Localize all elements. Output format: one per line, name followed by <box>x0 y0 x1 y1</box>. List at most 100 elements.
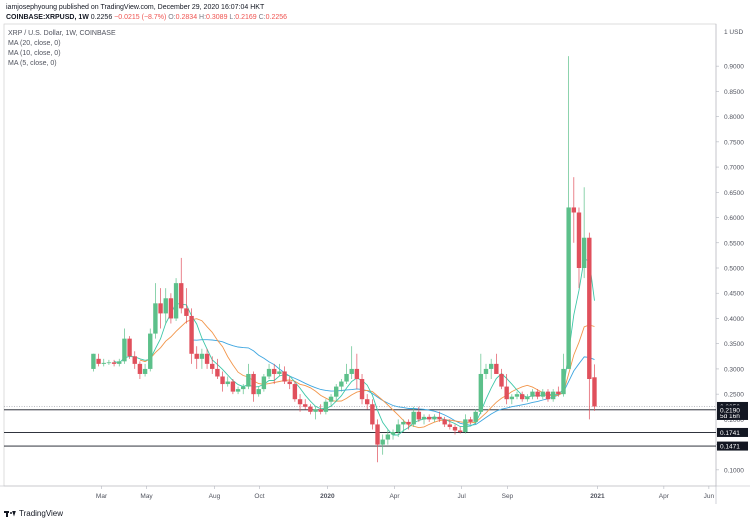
candle-body <box>142 368 148 374</box>
candle-body <box>323 401 329 412</box>
candle <box>401 419 406 432</box>
plot-frame <box>3 23 717 487</box>
y-tick-label: 0.4000 <box>724 316 744 323</box>
candle <box>581 187 587 279</box>
candle <box>463 414 468 434</box>
candle <box>550 389 556 402</box>
y-tick-label: 0.7000 <box>724 165 744 172</box>
x-tick-label: Apr <box>659 493 670 500</box>
candle <box>137 361 143 380</box>
legend-title[interactable]: XRP / U.S. Dollar, 1W, COINBASE <box>8 30 116 37</box>
candle-body <box>339 381 344 387</box>
candle <box>163 288 168 324</box>
x-tick-label: Apr <box>389 493 400 500</box>
candle-body <box>117 361 122 364</box>
candle <box>380 434 385 455</box>
candle-body <box>137 363 143 374</box>
price-label-box <box>717 427 748 437</box>
candle-body <box>261 376 267 390</box>
candle-body <box>447 424 453 427</box>
x-tick-label: 2020 <box>320 493 335 500</box>
candle <box>235 386 241 395</box>
candle-body <box>364 399 370 405</box>
y-tick-label: 0.6000 <box>724 215 744 222</box>
candle-body <box>432 416 437 420</box>
candle-body <box>303 404 308 407</box>
candle <box>349 346 354 380</box>
candle-body <box>106 362 112 364</box>
candle-body <box>442 419 447 425</box>
candle <box>514 391 520 400</box>
candle-body <box>483 368 489 374</box>
candle-body <box>194 353 199 359</box>
candle-body <box>401 421 406 425</box>
candle <box>148 328 153 372</box>
candle-body <box>354 368 360 380</box>
x-tick-label: 2021 <box>590 493 605 500</box>
close-label: C: <box>258 14 266 21</box>
candle <box>158 288 163 329</box>
ma5-line <box>113 258 595 436</box>
candle <box>587 232 592 420</box>
candle-body <box>235 389 241 392</box>
candle-body <box>545 391 551 400</box>
candle-body <box>426 416 432 420</box>
candle <box>117 358 122 367</box>
candle <box>287 376 292 390</box>
candle <box>442 416 447 427</box>
candle <box>375 419 380 463</box>
candle <box>246 363 251 390</box>
candle <box>364 394 370 410</box>
candle-body <box>411 411 416 425</box>
candle-body <box>571 207 577 213</box>
legend-ma10[interactable]: MA (10, close, 0) <box>8 50 61 57</box>
candle <box>313 406 318 420</box>
candle <box>132 351 137 369</box>
price-label-text: 0.1471 <box>720 444 740 451</box>
symbol-label[interactable]: COINBASE:XRPUSD, 1W <box>6 14 89 21</box>
candle-body <box>375 424 380 445</box>
candle-body <box>179 283 184 309</box>
candle-body <box>581 237 587 268</box>
tradingview-brand[interactable]: TradingView <box>4 509 63 518</box>
candle <box>494 353 499 374</box>
candle <box>308 404 313 415</box>
candle-body <box>540 391 546 397</box>
candle <box>153 283 158 339</box>
candle-body <box>210 363 215 369</box>
candle-body <box>272 368 277 374</box>
candle-body <box>463 419 468 432</box>
candle <box>576 207 582 289</box>
candle <box>556 386 561 397</box>
candle <box>220 371 225 392</box>
candle-body <box>328 396 334 402</box>
legend-ma20[interactable]: MA (20, close, 0) <box>8 40 61 47</box>
price-label-text: 5d 16h <box>720 413 740 420</box>
candle-body <box>504 386 509 400</box>
price-label-text: 0.1741 <box>720 430 740 437</box>
candle-body <box>566 207 571 369</box>
candle <box>96 353 101 367</box>
ma20-line <box>191 339 595 426</box>
candle <box>390 429 396 440</box>
candle-body <box>561 368 566 395</box>
candle <box>266 363 272 380</box>
x-tick-label: May <box>140 493 153 500</box>
candle-body <box>395 424 401 432</box>
candle <box>545 389 551 402</box>
candle <box>488 358 494 380</box>
candle <box>426 414 432 422</box>
candle <box>561 353 566 397</box>
candle-body <box>576 212 582 268</box>
candle-body <box>550 391 556 400</box>
candle <box>530 389 535 400</box>
candle-body <box>127 338 132 357</box>
candle-body <box>266 368 272 377</box>
candle <box>432 414 437 422</box>
legend-ma5[interactable]: MA (5, close, 0) <box>8 60 57 67</box>
x-tick-label: Oct <box>254 493 264 500</box>
candle-body <box>132 356 137 364</box>
candle <box>457 426 463 434</box>
candle <box>468 416 473 425</box>
